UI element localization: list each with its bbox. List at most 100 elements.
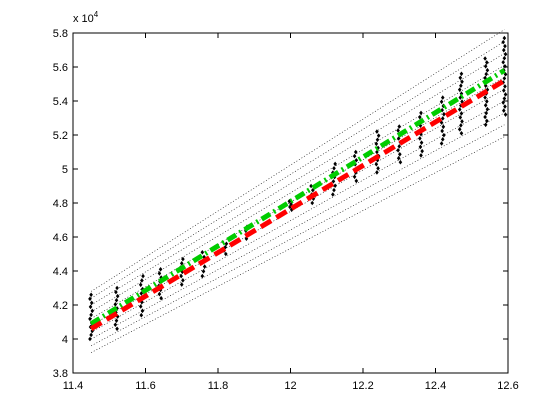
data-point [484,71,489,77]
data-point [354,157,359,163]
band-line [90,65,505,313]
data-point [352,174,357,180]
data-point [115,293,120,299]
data-point [201,269,206,274]
band-line [90,88,505,326]
data-point [114,289,118,295]
data-point [88,336,92,342]
x-tick-label: 12 [284,380,296,392]
data-point [398,151,402,157]
data-point [457,107,462,112]
data-point [442,111,446,117]
data-point [440,116,445,121]
data-point [503,63,507,69]
data-point [374,141,379,147]
band-line [90,124,505,347]
data-point [440,95,445,100]
data-point [289,207,294,213]
data-point [224,251,228,257]
data-point [179,273,183,279]
series-line-green [89,68,506,326]
band-lines [90,29,505,353]
data-point [332,165,336,171]
data-point [200,250,205,255]
data-point [375,137,380,143]
y-tick-label: 3.8 [53,368,68,380]
data-point [396,148,400,153]
series-line-red [89,78,506,331]
data-point [502,55,507,61]
data-point [483,64,488,69]
data-point [501,108,506,113]
data-point [333,161,337,167]
data-point [113,302,118,307]
data-point [439,141,444,146]
data-point [419,110,423,116]
data-point [418,136,422,141]
data-point [157,271,162,276]
data-point [287,199,292,204]
data-point [439,99,444,105]
data-point [485,87,490,92]
data-point [310,200,315,206]
x-tick-label: 12.6 [497,380,518,392]
band-line [90,41,505,299]
data-point [503,104,507,109]
data-point [200,273,205,279]
y-exponent-power: 4 [94,10,99,19]
data-point [418,123,423,128]
data-point [502,35,507,41]
data-point [503,92,508,97]
data-point [89,312,93,318]
data-point [442,132,446,138]
data-point [420,148,424,154]
data-point [459,131,464,136]
y-tick-label: 4.2 [53,300,68,312]
data-point [459,71,464,77]
data-point [181,256,185,262]
data-point [140,286,145,292]
data-point [90,308,95,314]
data-point [114,297,119,303]
band-line [90,29,505,292]
data-point [441,124,446,130]
data-point [180,269,185,275]
y-tick-label: 5.8 [53,28,68,40]
data-point [485,67,490,73]
data-point [458,115,463,120]
x-tick-label: 11.6 [135,380,156,392]
x-tick-label: 12.4 [425,380,446,392]
data-point [459,83,463,88]
data-point [375,129,379,134]
data-point [485,118,489,124]
data-point [224,241,229,247]
data-point [397,144,402,149]
data-point [138,282,143,288]
data-point [289,201,293,207]
band-line [90,136,505,353]
data-point [485,60,489,65]
data-point [331,179,336,184]
x-tick-label: 11.4 [63,380,84,392]
data-point [311,187,315,193]
x-tick-label: 11.8 [208,380,229,392]
data-point [458,75,463,81]
y-tick-label: 4.6 [53,232,68,244]
data-point [501,39,506,45]
y-tick-label: 4 [62,334,68,346]
band-line [90,100,505,333]
data-point [138,304,143,309]
data-point [503,112,508,117]
data-point [179,261,184,266]
data-point [115,326,119,332]
data-point [501,47,506,53]
data-point [501,88,506,93]
data-point [457,87,462,92]
data-point [457,127,462,132]
data-point [375,170,379,175]
data-point [376,145,380,151]
data-point [503,72,508,77]
data-point [503,43,507,49]
data-point [88,296,92,302]
